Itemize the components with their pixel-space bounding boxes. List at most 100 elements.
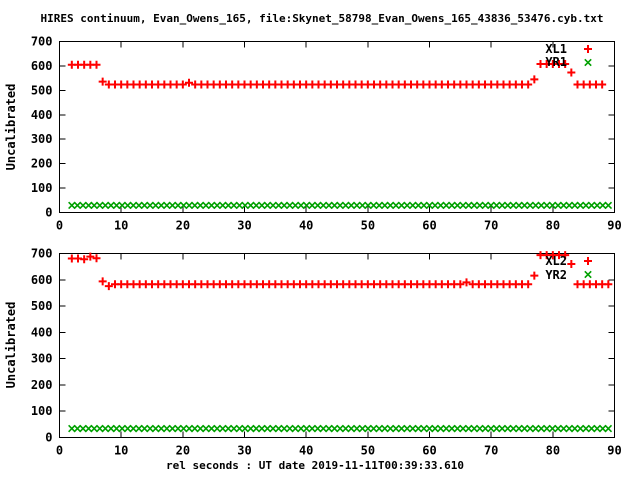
x-tick-label: 10 (114, 219, 128, 233)
yr1-point (202, 201, 210, 210)
yr2-point (442, 424, 451, 433)
x-tick-label: 60 (422, 219, 436, 233)
yr2-point (565, 424, 573, 433)
xl2-point (456, 280, 465, 289)
yr1-point (79, 201, 87, 210)
yr1-point (470, 201, 478, 210)
yr2-point (576, 424, 585, 433)
yr2-point (537, 424, 546, 433)
x-tick-label: 80 (546, 219, 560, 233)
yr2-point (408, 424, 417, 433)
top-plot-ticks: 0 10 20 30 40 50 60 70 80 90 0 100 200 300 400 500 600 70… (31, 35, 622, 233)
x-tick-label: 40 (299, 444, 313, 458)
yr1-point (565, 201, 573, 210)
xl2-point (80, 255, 89, 264)
yr2-point (168, 424, 177, 433)
yr2-point (531, 424, 540, 433)
yr1-point (531, 201, 540, 210)
x-axis-label: rel seconds : UT date 2019-11-11T00:39:3… (166, 459, 464, 472)
yr1-point (526, 201, 534, 210)
yr2-point (213, 424, 221, 433)
xl1-points (67, 59, 607, 89)
yr2-point (135, 424, 143, 433)
yr1-point (258, 201, 266, 210)
yr1-point (129, 201, 138, 210)
yr2-point (364, 424, 372, 433)
yr1-point (135, 201, 143, 210)
yr1-point (397, 201, 406, 210)
yr2-point (369, 424, 378, 433)
yr1-point (96, 201, 104, 210)
yr1-point (369, 201, 378, 210)
yr1-point (448, 201, 456, 210)
yr2-point (358, 424, 367, 433)
yr1-point (403, 201, 411, 210)
legend-marker-cross-icon (584, 58, 592, 67)
yr1-point (90, 201, 98, 210)
yr1-point (554, 201, 562, 210)
yr2-point (598, 424, 607, 433)
yr1-point (140, 201, 149, 210)
yr1-point (576, 201, 585, 210)
x-tick-label: 0 (56, 444, 63, 458)
yr2-point (498, 424, 506, 433)
xl2-point (524, 280, 533, 289)
yr2-point (107, 424, 115, 433)
y-tick-label: 0 (45, 206, 52, 220)
yr2-point (230, 424, 238, 433)
yr1-point (414, 201, 423, 210)
yr2-point (425, 424, 434, 433)
yr2-point (325, 424, 333, 433)
legend-label-yr1: YR1 (545, 55, 567, 69)
yr2-point (246, 424, 255, 433)
yr2-point (431, 424, 439, 433)
yr1-point (604, 201, 613, 210)
yr2-point (381, 424, 389, 433)
yr1-point (280, 201, 288, 210)
yr1-point (123, 201, 132, 210)
bottom-plot-points (67, 251, 613, 433)
yr1-point (481, 201, 490, 210)
plus-marker (584, 257, 592, 265)
xl2-point (104, 282, 113, 291)
yr2-point (90, 424, 98, 433)
yr2-point (604, 424, 613, 433)
yr1-point (291, 201, 300, 210)
yr2-point (123, 424, 132, 433)
yr2-point (297, 424, 305, 433)
yr2-point (263, 424, 272, 433)
yr2-point (436, 424, 445, 433)
yr1-point (163, 201, 171, 210)
yr1-point (453, 201, 462, 210)
yr1-point (196, 201, 205, 210)
yr2-point (319, 424, 328, 433)
xl2-points (67, 251, 613, 291)
yr2-point (202, 424, 210, 433)
yr1-point (364, 201, 372, 210)
yr2-point (392, 424, 400, 433)
yr1-point (543, 201, 551, 210)
yr2-point (302, 424, 311, 433)
yr2-point (68, 424, 76, 433)
yr2-point (96, 424, 104, 433)
yr1-point (213, 201, 221, 210)
cross-marker (584, 270, 592, 279)
yr1-point (286, 201, 294, 210)
x-tick-label: 70 (484, 219, 498, 233)
yr2-point (453, 424, 462, 433)
yr2-point (509, 424, 518, 433)
yr1-point (246, 201, 255, 210)
x-tick-label: 10 (114, 444, 128, 458)
xl1-point (598, 80, 607, 89)
y-tick-label: 500 (31, 83, 53, 97)
yr1-point (559, 201, 568, 210)
yr1-point (464, 201, 473, 210)
yr2-point (554, 424, 562, 433)
yr1-point (146, 201, 154, 210)
yr2-point (280, 424, 288, 433)
yr1-point (442, 201, 451, 210)
y-tick-label: 700 (31, 35, 53, 49)
legend-label-xl1: XL1 (545, 42, 567, 56)
xl1-point (98, 77, 107, 86)
